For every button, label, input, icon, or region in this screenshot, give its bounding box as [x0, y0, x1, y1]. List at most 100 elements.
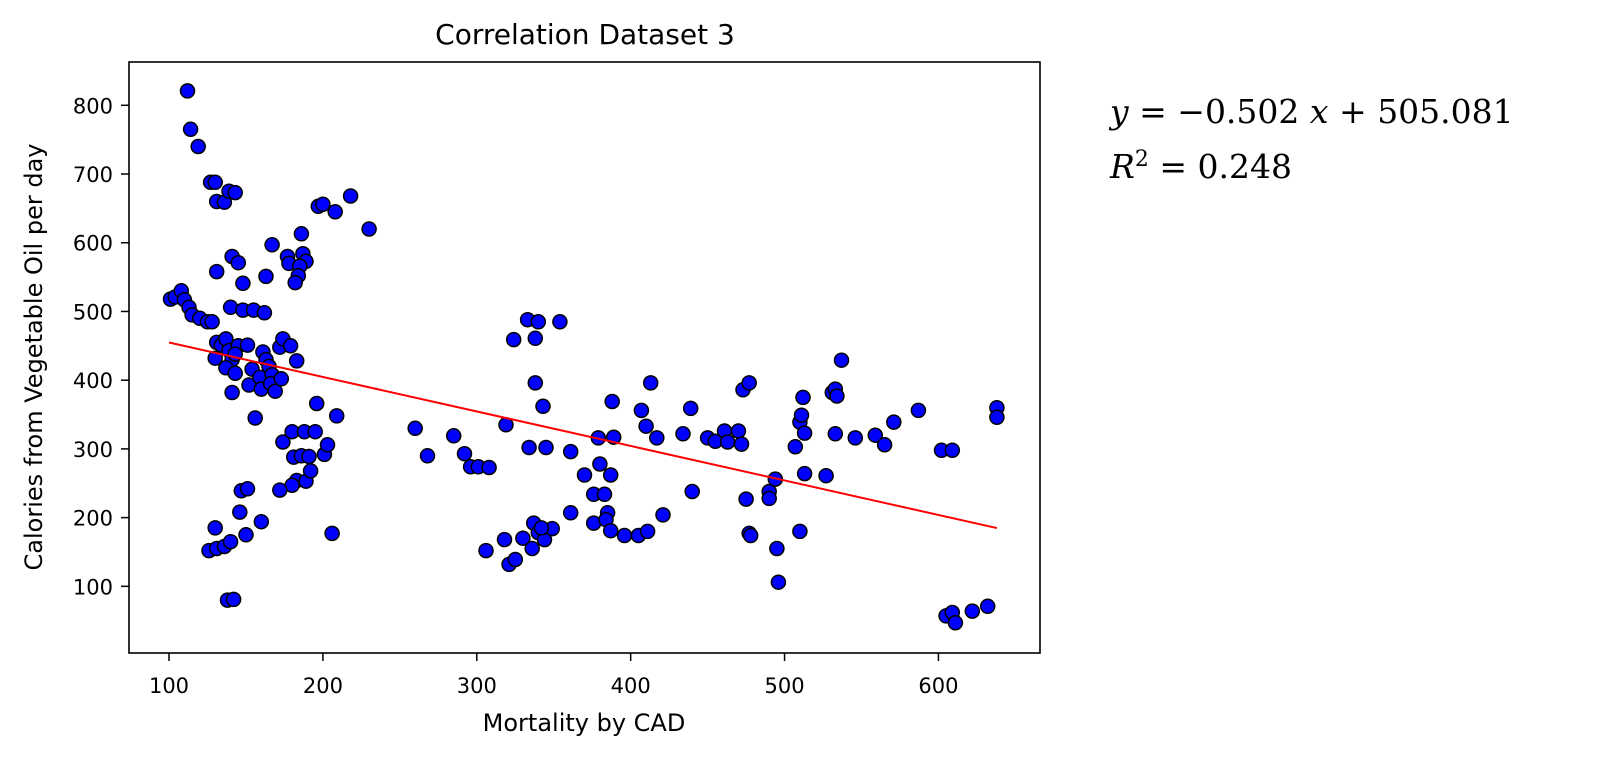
data-point — [182, 121, 199, 138]
data-point — [207, 350, 223, 366]
data-point — [552, 314, 568, 330]
data-point — [827, 426, 844, 442]
data-point — [829, 388, 845, 404]
data-point — [275, 434, 291, 450]
data-point — [867, 427, 884, 443]
data-point — [535, 398, 551, 415]
data-point — [796, 465, 813, 482]
data-point — [273, 371, 290, 387]
data-point — [876, 437, 893, 453]
data-point — [989, 409, 1005, 426]
data-point — [224, 384, 240, 401]
data-point — [225, 591, 242, 608]
data-point — [264, 237, 280, 253]
data-point — [407, 420, 423, 437]
r-squared-line: R2 = 0.248 — [1110, 147, 1292, 186]
data-point — [796, 425, 813, 441]
data-point — [787, 439, 804, 455]
data-point — [327, 204, 343, 220]
data-point — [319, 437, 336, 453]
data-point — [562, 443, 579, 460]
data-point — [792, 523, 808, 540]
chart-title: Correlation Dataset 3 — [435, 18, 735, 51]
data-point — [496, 531, 513, 548]
data-point — [227, 184, 243, 201]
data-point — [530, 314, 547, 330]
data-point — [769, 540, 785, 557]
data-point — [308, 395, 325, 412]
data-point — [741, 375, 757, 391]
x-tick-label: 400 — [611, 674, 651, 698]
data-point — [562, 505, 579, 521]
data-point — [592, 456, 608, 472]
y-axis-label: Calories from Vegetable Oil per day — [20, 144, 48, 571]
y-tick-label: 600 — [73, 232, 113, 256]
x-tick-label: 500 — [765, 674, 805, 698]
data-point — [642, 375, 659, 391]
data-point — [282, 338, 299, 354]
intercept-value: 505.081 — [1377, 92, 1514, 131]
y-tick-label: 800 — [73, 94, 113, 118]
data-point — [230, 254, 247, 271]
data-point — [633, 402, 650, 419]
data-point — [521, 439, 537, 456]
data-point — [675, 426, 691, 442]
data-point — [361, 221, 377, 237]
data-point — [419, 448, 436, 464]
data-point — [207, 174, 223, 191]
data-point — [239, 337, 256, 353]
regression-equation: y = −0.502 x + 505.081 R2 = 0.248 — [1110, 88, 1514, 191]
x-tick-label: 100 — [149, 674, 189, 698]
data-point — [456, 445, 473, 462]
data-point — [576, 467, 593, 483]
data-point — [944, 442, 961, 459]
data-point — [222, 533, 239, 550]
data-point — [227, 365, 243, 382]
data-point — [733, 436, 750, 452]
data-point — [964, 603, 981, 619]
data-point — [527, 330, 544, 347]
data-point — [527, 375, 544, 391]
data-point — [342, 188, 359, 204]
data-point — [602, 522, 619, 539]
data-point — [742, 527, 759, 544]
x-axis-label: Mortality by CAD — [483, 709, 686, 737]
data-point — [239, 481, 256, 497]
data-point — [287, 274, 303, 291]
data-point — [684, 483, 700, 500]
y-tick-label: 200 — [73, 507, 113, 531]
data-point — [616, 527, 633, 544]
y-tick-label: 300 — [73, 438, 113, 462]
plot-frame — [128, 61, 1041, 654]
data-point — [719, 434, 736, 450]
data-point — [730, 423, 747, 439]
data-point — [328, 408, 345, 424]
plot-area — [162, 83, 1005, 631]
data-point — [770, 574, 787, 590]
data-point — [979, 598, 996, 615]
data-point — [738, 491, 754, 507]
y-tick-label: 700 — [73, 163, 113, 187]
equation-line: y = −0.502 x + 505.081 — [1110, 92, 1514, 131]
x-tick-label: 600 — [918, 674, 958, 698]
data-point — [190, 138, 206, 155]
data-point — [481, 459, 497, 476]
data-point — [947, 615, 964, 631]
data-point — [256, 305, 273, 321]
x-axis: 100 200 300 400 500 600 — [149, 653, 958, 698]
data-point — [238, 527, 254, 543]
x-tick-label: 300 — [457, 674, 497, 698]
data-point — [253, 513, 270, 530]
data-point — [208, 263, 225, 280]
y-tick-label: 100 — [73, 575, 113, 599]
data-point — [272, 482, 288, 498]
data-point — [302, 463, 319, 479]
data-point — [207, 520, 223, 536]
y-tick-label: 500 — [73, 300, 113, 324]
data-point — [324, 525, 340, 542]
data-point — [682, 400, 699, 417]
data-point — [655, 507, 671, 523]
data-point — [649, 430, 665, 446]
data-point — [818, 467, 834, 484]
